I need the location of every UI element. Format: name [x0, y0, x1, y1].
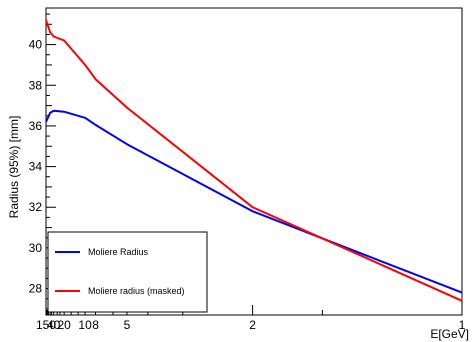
x-tick-label: 10	[78, 318, 92, 332]
y-tick-label: 40	[29, 38, 43, 52]
y-tick-label: 36	[29, 119, 43, 133]
y-tick-label: 32	[29, 200, 43, 214]
legend: Moliere Radius Moliere radius (masked)	[47, 231, 208, 313]
y-axis-title: Radius (95%) [mm]	[7, 116, 21, 219]
x-tick-label: 5	[124, 318, 131, 332]
x-tick-label: 150	[36, 318, 56, 332]
y-tick-label: 34	[29, 160, 43, 174]
legend-label-moliere-radius: Moliere Radius	[88, 247, 149, 257]
x-tick-label: 2	[249, 318, 256, 332]
series-line-moliere-radius-masked	[45, 19, 463, 302]
y-axis-ticks: 28 30 32 34 36 38 40	[29, 13, 56, 310]
legend-label-moliere-radius-masked: Moliere radius (masked)	[88, 286, 185, 296]
y-tick-label: 28	[29, 282, 43, 296]
series-line-moliere-radius	[45, 109, 463, 294]
y-tick-label: 30	[29, 241, 43, 255]
legend-box	[47, 231, 208, 313]
x-axis-title: E[GeV]	[430, 327, 469, 341]
x-tick-label: 40	[47, 318, 61, 332]
series-lines	[45, 19, 463, 302]
x-tick-label: 1	[459, 318, 466, 332]
x-tick-label: 20	[57, 318, 71, 332]
x-tick-label: 8	[92, 318, 99, 332]
y-tick-label: 38	[29, 78, 43, 92]
plot-frame	[45, 7, 463, 316]
